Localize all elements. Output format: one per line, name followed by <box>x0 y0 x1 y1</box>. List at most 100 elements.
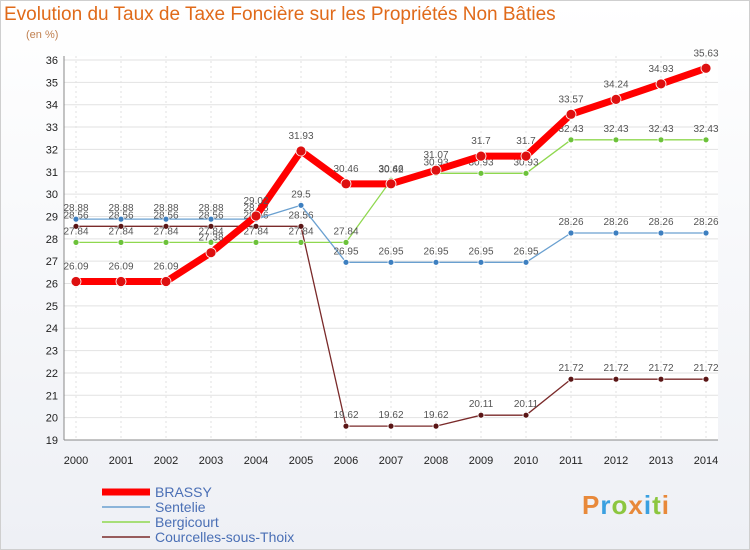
data-point <box>522 169 530 177</box>
y-tick-label: 30 <box>46 189 58 201</box>
y-tick-label: 33 <box>46 122 58 134</box>
x-tick-label: 2014 <box>694 455 718 467</box>
x-tick-label: 2011 <box>559 455 583 467</box>
data-point <box>117 215 125 223</box>
data-label: 28.56 <box>288 210 313 221</box>
data-label: 26.95 <box>423 246 448 257</box>
data-point <box>207 222 215 230</box>
data-label: 28.88 <box>63 203 88 214</box>
data-label: 21.72 <box>693 363 718 374</box>
data-point <box>522 258 530 266</box>
x-tick-label: 2004 <box>244 455 268 467</box>
data-point <box>567 136 575 144</box>
data-label: 31.7 <box>471 136 491 147</box>
data-label: 28.26 <box>648 217 673 228</box>
data-label: 28.26 <box>693 217 718 228</box>
data-point <box>340 178 352 190</box>
data-point <box>162 238 170 246</box>
data-label: 27.38 <box>198 233 223 244</box>
data-point <box>702 375 710 383</box>
data-point <box>657 375 665 383</box>
x-tick-label: 2008 <box>424 455 448 467</box>
data-point <box>342 258 350 266</box>
data-point <box>72 222 80 230</box>
x-tick-label: 2012 <box>604 455 628 467</box>
data-point <box>115 276 127 287</box>
data-label: 31.07 <box>423 150 448 161</box>
logo-letter: t <box>652 490 662 520</box>
data-label: 30.46 <box>333 164 358 175</box>
data-label: 32.43 <box>558 124 583 135</box>
data-point <box>297 222 305 230</box>
data-label: 34.24 <box>603 79 628 90</box>
chart-title: Evolution du Taux de Taxe Foncière sur l… <box>4 4 556 25</box>
data-label: 19.62 <box>378 410 403 421</box>
y-unit-label: (en %) <box>26 29 59 41</box>
data-label: 27.84 <box>198 226 223 237</box>
data-point <box>522 411 530 419</box>
data-point <box>252 222 260 230</box>
data-point <box>432 258 440 266</box>
data-label: 27.84 <box>108 226 133 237</box>
x-tick-label: 2009 <box>469 455 493 467</box>
data-point <box>567 229 575 237</box>
y-tick-label: 32 <box>46 144 58 156</box>
data-point <box>432 422 440 430</box>
data-label: 30.93 <box>423 157 448 168</box>
data-point <box>297 201 305 209</box>
y-tick-label: 24 <box>46 323 58 335</box>
data-point <box>385 178 397 190</box>
data-point <box>160 276 172 287</box>
y-tick-label: 26 <box>46 279 58 291</box>
data-point <box>567 375 575 383</box>
data-label: 31.93 <box>288 131 313 142</box>
x-tick-label: 2000 <box>64 455 88 467</box>
legend-label: BRASSY <box>155 484 212 500</box>
y-tick-label: 31 <box>46 167 58 179</box>
data-point <box>207 215 215 223</box>
legend-label: Courcelles-sous-Thoix <box>155 529 294 545</box>
data-point <box>612 136 620 144</box>
data-point <box>162 222 170 230</box>
data-point <box>207 238 215 246</box>
data-label: 27.84 <box>243 226 268 237</box>
data-point <box>477 411 485 419</box>
logo-letter: r <box>600 490 612 520</box>
logo-letter: i <box>643 490 653 520</box>
data-label: 29.5 <box>291 189 311 200</box>
data-label: 21.72 <box>603 363 628 374</box>
data-point <box>565 108 577 120</box>
data-label: 35.63 <box>693 48 718 59</box>
logo-letter: x <box>628 490 644 520</box>
data-label: 26.09 <box>108 262 133 273</box>
data-label: 32.43 <box>648 124 673 135</box>
data-point <box>702 136 710 144</box>
y-tick-label: 20 <box>46 413 58 425</box>
data-point <box>250 210 262 222</box>
data-point <box>205 247 217 259</box>
data-point <box>252 238 260 246</box>
data-label: 26.95 <box>468 246 493 257</box>
data-label: 27.84 <box>63 226 88 237</box>
data-point <box>72 238 80 246</box>
x-tick-label: 2010 <box>514 455 538 467</box>
data-point <box>430 164 442 176</box>
data-point <box>117 222 125 230</box>
x-tick-label: 2001 <box>109 455 133 467</box>
data-label: 21.72 <box>558 363 583 374</box>
logo-letter: i <box>661 490 670 520</box>
data-point <box>702 229 710 237</box>
y-tick-label: 27 <box>46 256 58 268</box>
data-point <box>520 150 532 162</box>
data-label: 31.7 <box>516 136 536 147</box>
data-point <box>657 229 665 237</box>
data-point <box>387 422 395 430</box>
y-tick-label: 29 <box>46 211 58 223</box>
x-tick-label: 2002 <box>154 455 178 467</box>
data-label: 28.88 <box>243 203 268 214</box>
data-point <box>477 258 485 266</box>
data-point <box>655 78 667 90</box>
data-label: 28.88 <box>153 203 178 214</box>
data-point <box>295 145 307 157</box>
